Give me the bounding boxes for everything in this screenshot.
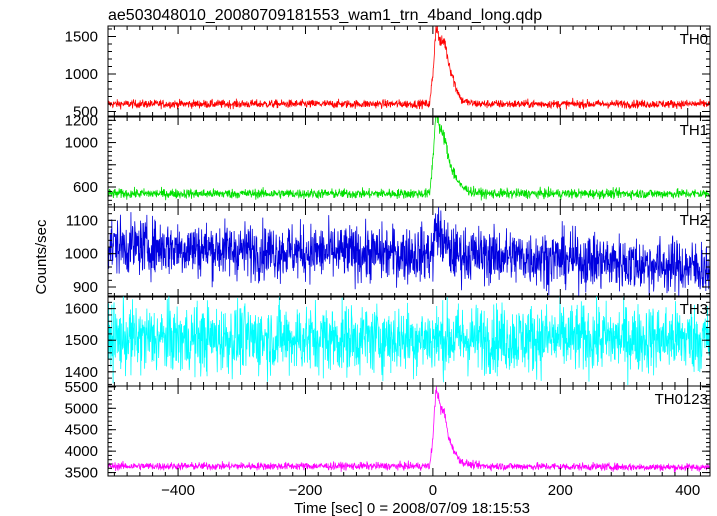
y-tick-label: 900: [73, 279, 98, 296]
y-tick-label: 3500: [65, 465, 98, 482]
x-tick-label: 200: [548, 482, 573, 499]
panel-frame-th0: [107, 25, 711, 117]
panel-frame-th2: [107, 206, 711, 298]
y-tick-label: 1000: [65, 135, 98, 152]
panels-group: TH0 500 1000 1500 TH1 600 1000 1200 TH2 900 1000 11…: [65, 25, 711, 499]
x-tick-label: −200: [289, 482, 323, 499]
series-line-th0123: [108, 386, 710, 473]
y-tick-label: 1000: [65, 246, 98, 263]
y-tick-label: 5000: [65, 400, 98, 417]
y-tick-label: 1000: [65, 66, 98, 83]
y-tick-label: 4000: [65, 443, 98, 460]
panel-label-th0123: TH0123: [655, 391, 708, 408]
chart-title: ae503048010_20080709181553_wam1_trn_4ban…: [108, 7, 542, 24]
y-axis-label: Counts/sec: [33, 219, 50, 295]
panel-label-th2: TH2: [680, 212, 708, 229]
panel-label-th3: TH3: [680, 301, 708, 318]
panel-frame-th0123: [107, 385, 711, 477]
y-tick-label: 1200: [65, 112, 98, 129]
panel-label-th1: TH1: [680, 122, 708, 139]
y-tick-label: 1600: [65, 301, 98, 318]
y-tick-label: 4500: [65, 422, 98, 439]
series-line-th0: [108, 26, 710, 110]
y-tick-label: 5500: [65, 379, 98, 396]
y-tick-label: 600: [73, 179, 98, 196]
y-tick-label: 1500: [65, 332, 98, 349]
x-axis-label: Time [sec] 0 = 2008/07/09 18:15:53: [294, 500, 530, 516]
y-tick-label: 1500: [65, 29, 98, 46]
panel-label-th0: TH0: [680, 31, 708, 48]
x-tick-label: 0: [429, 482, 437, 499]
x-tick-label: −400: [161, 482, 195, 499]
series-line-th2: [108, 207, 710, 297]
x-tick-label: 400: [675, 482, 700, 499]
series-line-th3: [108, 296, 710, 385]
series-line-th1: [108, 117, 710, 201]
y-tick-label: 1100: [66, 212, 98, 229]
y-tick-label: 1400: [65, 364, 98, 381]
y-tick-label: 500: [73, 104, 98, 121]
